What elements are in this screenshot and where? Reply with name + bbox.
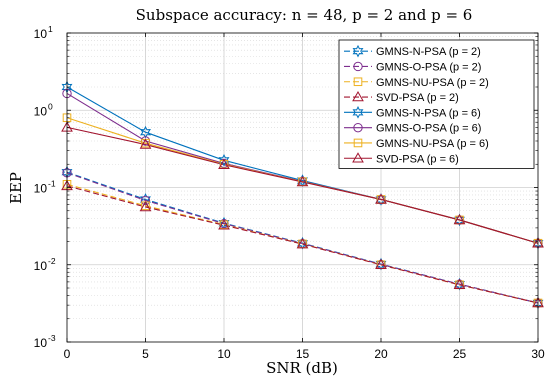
y-tick-label: 10 -3: [34, 333, 56, 350]
x-tick-label: 30: [531, 347, 545, 361]
legend-label: GMNS-O-PSA (p = 6): [376, 123, 481, 135]
y-tick-exponent: 0: [48, 101, 53, 111]
x-tick-label: 25: [453, 347, 467, 361]
data-point: [296, 238, 309, 249]
data-point: [140, 125, 151, 139]
x-axis-label: SNR (dB): [266, 359, 338, 377]
y-tick-base: 10: [34, 182, 48, 196]
legend-item: GMNS-N-PSA (p = 2): [344, 44, 481, 58]
x-tick-label: 20: [374, 347, 388, 361]
data-point: [454, 213, 465, 227]
legend-item: GMNS-N-PSA (p = 6): [344, 106, 481, 119]
legend-label: GMNS-O-PSA (p = 2): [376, 61, 481, 73]
axis-ticks: [66, 32, 539, 343]
legend-item: GMNS-O-PSA (p = 6): [344, 123, 481, 135]
legend-item: GMNS-O-PSA (p = 2): [344, 61, 481, 73]
legend-marker: [353, 138, 363, 148]
data-point: [453, 278, 466, 290]
legend-label: GMNS-NU-PSA (p = 2): [376, 77, 489, 89]
y-tick-exponent: -1: [48, 179, 56, 189]
legend-item: SVD-PSA (p = 2): [344, 91, 459, 104]
series-line: [66, 126, 539, 244]
data-point: [296, 175, 309, 187]
data-point: [218, 153, 230, 167]
y-tick-base: 10: [34, 104, 48, 118]
x-tick-label: 10: [217, 347, 231, 361]
data-point: [140, 195, 151, 206]
data-point: [218, 219, 230, 230]
y-tick-base: 10: [34, 259, 48, 273]
legend-label: GMNS-N-PSA (p = 6): [376, 107, 481, 119]
legend-marker: [352, 106, 364, 119]
y-tick-label: 10 -2: [34, 256, 56, 273]
x-tick-label: 0: [64, 347, 71, 361]
y-tick-exponent: -3: [48, 333, 56, 343]
series-line: [66, 185, 539, 304]
y-tick-label: 10 -1: [34, 179, 56, 196]
data-point: [139, 200, 152, 212]
y-tick-label: 10 0: [34, 101, 53, 118]
data-point: [375, 193, 387, 204]
data-point: [375, 258, 387, 269]
data-point: [454, 277, 465, 291]
legend-item: GMNS-NU-PSA (p = 6): [344, 138, 489, 150]
chart-title: Subspace accuracy: n = 48, p = 2 and p =…: [136, 6, 473, 24]
legend-marker: [353, 122, 363, 133]
legend-marker: [353, 61, 363, 72]
legend-marker: [352, 44, 364, 58]
x-tick-label: 15: [296, 347, 310, 361]
data-point: [218, 158, 230, 170]
series-line: [66, 172, 539, 304]
legend-marker: [353, 77, 363, 87]
legend-label: SVD-PSA (p = 2): [376, 92, 459, 104]
data-point: [453, 213, 466, 225]
data-point: [139, 138, 152, 149]
y-tick-exponent: -2: [48, 256, 56, 266]
data-point: [297, 236, 308, 250]
y-tick-base: 10: [34, 336, 48, 350]
legend-label: GMNS-N-PSA (p = 2): [376, 46, 481, 58]
x-tick-labels: 0 5 10 15 20 25 30: [64, 347, 545, 361]
data-point: [375, 193, 387, 206]
y-tick-label: 10 1: [34, 24, 53, 41]
legend-item: GMNS-NU-PSA (p = 2): [344, 77, 489, 89]
y-axis-label: EEP: [7, 172, 25, 204]
legend-item: SVD-PSA (p = 6): [344, 152, 459, 165]
legend: GMNS-N-PSA (p = 2) GMNS-O-PSA (p = 2) GMNS…: [338, 39, 535, 169]
y-tick-exponent: 1: [48, 24, 53, 34]
data-point: [375, 257, 387, 271]
y-tick-base: 10: [34, 27, 48, 41]
legend-marker: [352, 152, 364, 163]
legend-box: [338, 39, 535, 169]
legend-label: GMNS-NU-PSA (p = 6): [376, 138, 489, 150]
legend-label: SVD-PSA (p = 6): [376, 153, 459, 165]
x-tick-label: 5: [142, 347, 149, 361]
series-markers: [61, 80, 544, 310]
legend-marker: [352, 91, 364, 102]
